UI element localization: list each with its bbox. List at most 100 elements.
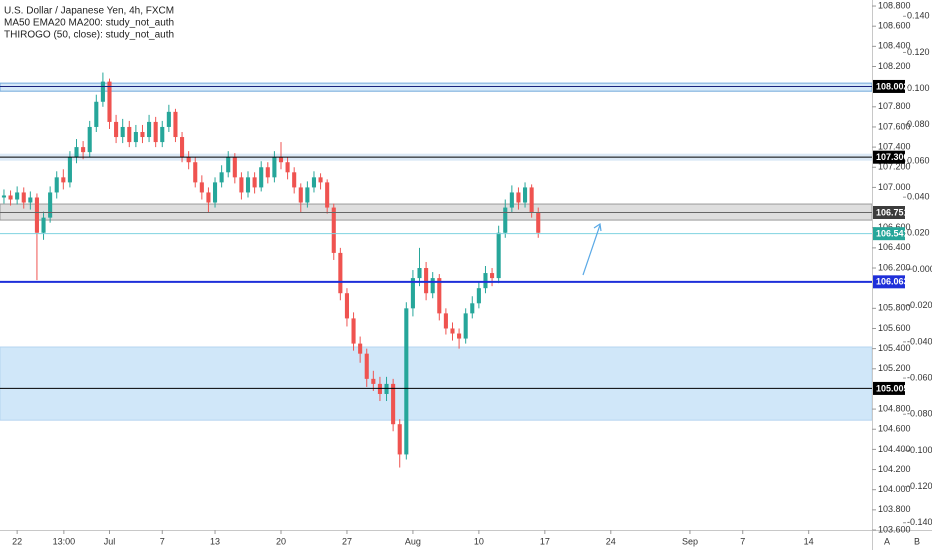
candle-body [193, 162, 198, 183]
x-tick-label: Aug [405, 536, 421, 546]
candle-body [417, 268, 422, 279]
candle-body [265, 167, 270, 178]
candle-body [305, 187, 310, 203]
candle-body [509, 192, 514, 208]
y2-tick-label: 0.140 [907, 11, 930, 21]
candle-body [430, 278, 435, 294]
candle-body [483, 273, 488, 289]
candle-body [410, 278, 415, 309]
candle-body [173, 111, 178, 138]
y2-tick-label: 0.040 [907, 192, 930, 202]
level-label: 106.063 [876, 277, 909, 287]
y-tick-label: 105.600 [878, 323, 911, 333]
candle-body [48, 192, 53, 218]
level-label-box [873, 381, 905, 395]
y2-tick-label: 0.100 [907, 83, 930, 93]
candle-body [114, 121, 119, 138]
y2-tick-label: -0.060 [907, 372, 932, 382]
candle-body [245, 177, 251, 193]
y-tick-label: 107.800 [878, 101, 911, 111]
x-tick-label: 10 [474, 536, 484, 546]
scale-button[interactable]: A [884, 536, 890, 546]
candle-body [285, 162, 290, 173]
candle-body [252, 177, 257, 188]
candle-body [344, 293, 349, 319]
candle-body [180, 137, 185, 158]
plot-area [0, 72, 872, 468]
candle-body [107, 81, 112, 122]
study-label: THIROGO (50, close): study_not_auth [4, 30, 174, 41]
candle-body [81, 147, 86, 153]
candle-body [28, 197, 33, 203]
candle-body [338, 252, 343, 294]
candle-body [15, 192, 20, 200]
candle-body [34, 197, 39, 233]
x-tick-label: Jul [104, 536, 116, 546]
y-tick-label: 104.800 [878, 403, 911, 413]
candle-body [476, 288, 481, 304]
candle-body [8, 195, 13, 200]
candle-body [292, 172, 297, 188]
x-tick-label: 24 [606, 536, 616, 546]
y2-tick-label: 0.020 [907, 228, 930, 238]
symbol-title: U.S. Dollar / Japanese Yen, 4h, FXCM [4, 6, 174, 17]
candle-body [272, 157, 277, 178]
level-label-box [873, 79, 905, 93]
candle-body [54, 177, 59, 193]
candle-body [490, 273, 495, 279]
candle-body [391, 383, 396, 425]
y2-tick-label: -0.040 [907, 336, 932, 346]
y-tick-label: 106.600 [878, 222, 911, 232]
y2-tick-label: 0.080 [907, 119, 930, 129]
arrow-head [593, 222, 602, 232]
candle-body [358, 343, 363, 354]
y-tick-label: 105.800 [878, 303, 911, 313]
candle-body [226, 157, 231, 173]
candle-body [61, 177, 66, 183]
candle-body [503, 207, 508, 233]
y2-tick-label: -0.080 [907, 409, 932, 419]
x-tick-label: 7 [160, 536, 165, 546]
candle-body [384, 383, 389, 394]
y-tick-label: 107.000 [878, 182, 911, 192]
candle-body [325, 182, 330, 208]
y-tick-label: 104.000 [878, 484, 911, 494]
study-label: MA50 EMA20 MA200: study_not_auth [4, 18, 174, 29]
candle-body [371, 378, 376, 384]
zone [0, 346, 872, 421]
candle-body [21, 192, 26, 203]
y-tick-label: 103.800 [878, 504, 911, 514]
level-label-box [873, 206, 905, 220]
candle-body [404, 308, 409, 455]
x-tick-label: 13 [210, 536, 220, 546]
candle-body [470, 303, 475, 314]
candle-body [186, 157, 191, 163]
y-tick-label: 104.600 [878, 424, 911, 434]
y-tick-label: 104.200 [878, 464, 911, 474]
candle-body [523, 187, 528, 203]
scale-button[interactable]: B [914, 536, 920, 546]
level-label: 106.541 [876, 229, 909, 239]
candle-body [450, 328, 455, 334]
candle-body [457, 333, 462, 339]
y-tick-label: 104.400 [878, 444, 911, 454]
candle-body [41, 217, 46, 233]
candle-body [311, 177, 317, 188]
candle-body [536, 212, 541, 233]
candle-body [239, 177, 244, 193]
level-label: 107.300 [876, 152, 909, 162]
candle-body [127, 126, 132, 143]
candle-body [351, 318, 356, 344]
x-tick-label: 22 [12, 536, 22, 546]
candle-body [100, 81, 105, 102]
candle-body [529, 187, 534, 213]
y2-tick-label: 0.120 [907, 47, 930, 57]
candle-body [199, 182, 204, 193]
candle-body [259, 167, 264, 188]
candle-body [147, 121, 152, 138]
candle-body [232, 157, 237, 178]
y-tick-label: 108.200 [878, 61, 911, 71]
candle-body [278, 157, 284, 163]
y-tick-label: 108.600 [878, 21, 911, 31]
